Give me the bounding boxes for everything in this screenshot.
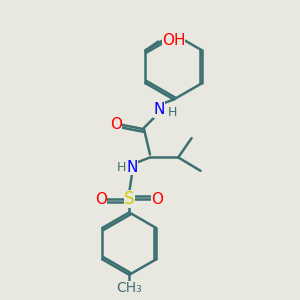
Text: CH₃: CH₃ [116,281,142,295]
Text: N: N [153,102,165,117]
Text: O: O [110,117,122,132]
Text: OH: OH [162,32,185,47]
Text: H: H [168,106,177,119]
Text: S: S [124,190,134,208]
Text: H: H [117,161,127,174]
Text: O: O [95,191,107,206]
Text: N: N [127,160,138,175]
Text: O: O [152,191,164,206]
